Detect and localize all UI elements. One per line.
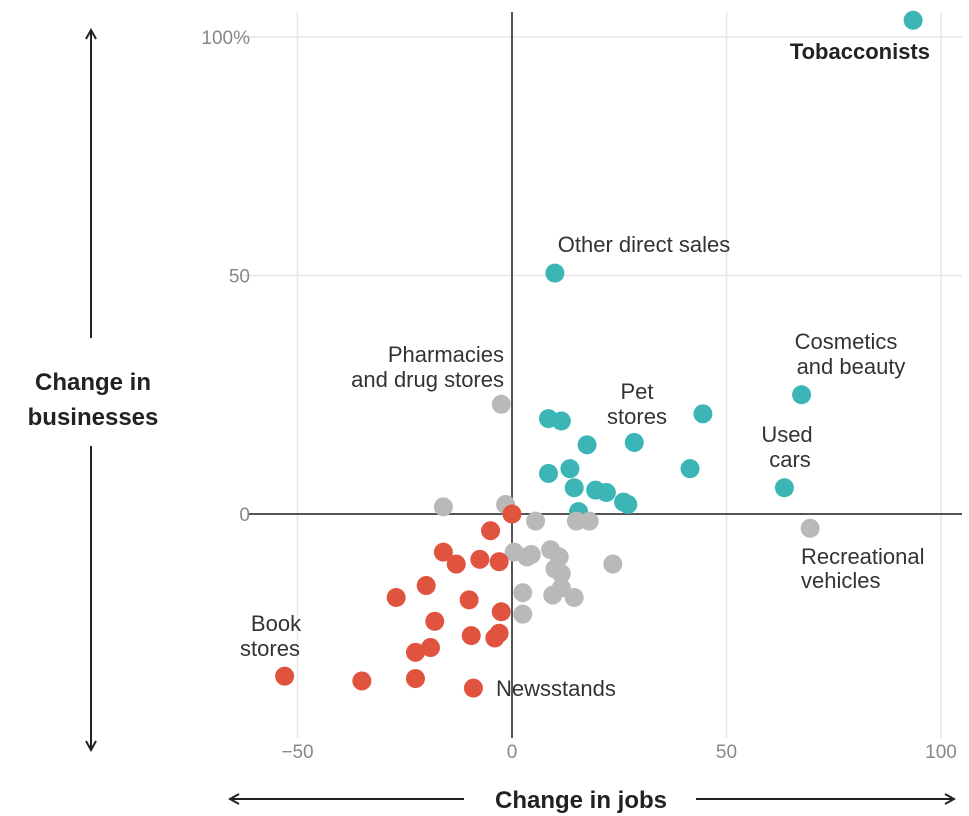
data-point-decline xyxy=(275,666,295,686)
x-tick-label: 0 xyxy=(507,742,518,763)
annotations: Tobacconists Other direct sales Pharmaci… xyxy=(240,39,930,701)
data-point-decline xyxy=(459,590,479,610)
data-point-neutral xyxy=(551,564,571,584)
annotation-pharmacies-line1: Pharmacies xyxy=(388,342,504,367)
data-point-decline xyxy=(481,521,501,541)
data-point-growth xyxy=(577,435,597,455)
annotation-pet-line1: Pet xyxy=(620,379,653,404)
annotation-used-cars-line2: cars xyxy=(769,447,811,472)
annotation-book-stores-line1: Book xyxy=(251,611,302,636)
x-tick-label: −50 xyxy=(281,742,313,763)
data-point-neutral xyxy=(513,583,533,603)
data-point-neutral xyxy=(491,394,511,414)
data-point-decline xyxy=(433,542,453,562)
data-point-decline xyxy=(420,638,440,658)
annotation-recreational-line1: Recreational xyxy=(801,544,925,569)
annotation-newsstands: Newsstands xyxy=(496,676,616,701)
data-point-neutral xyxy=(521,545,541,565)
data-point-growth xyxy=(792,385,812,405)
data-point-decline xyxy=(463,678,483,698)
data-point-growth xyxy=(551,411,571,431)
data-point-decline xyxy=(405,642,425,662)
data-point-decline xyxy=(405,669,425,689)
data-point-decline xyxy=(352,671,372,691)
data-point-growth xyxy=(538,463,558,483)
y-axis-title-group: Change in businesses xyxy=(28,30,159,750)
data-point-decline xyxy=(416,576,436,596)
annotation-book-stores-line2: stores xyxy=(240,636,300,661)
data-point-decline xyxy=(470,549,490,569)
data-point-growth xyxy=(618,494,638,514)
data-point-neutral xyxy=(543,585,563,605)
data-point-neutral xyxy=(564,587,584,607)
y-axis-title-line1: Change in xyxy=(35,369,151,396)
annotation-recreational-line2: vehicles xyxy=(801,568,880,593)
tick-labels: −50 0 50 100 0 50 100% xyxy=(201,28,956,763)
y-tick-label: 100% xyxy=(201,28,250,49)
data-point-decline xyxy=(446,554,466,574)
x-axis-title: Change in jobs xyxy=(495,787,667,814)
data-point-neutral xyxy=(433,497,453,517)
annotation-cosmetics-line2: and beauty xyxy=(797,354,906,379)
data-point-neutral xyxy=(579,511,599,531)
annotation-tobacconists: Tobacconists xyxy=(790,39,930,64)
data-point-neutral xyxy=(603,554,623,574)
grid-lines xyxy=(240,12,962,738)
data-point-neutral xyxy=(526,511,546,531)
data-point-growth xyxy=(774,478,794,498)
data-point-decline xyxy=(485,628,505,648)
data-point-decline xyxy=(502,504,522,524)
data-point-decline xyxy=(489,552,509,572)
zero-axes xyxy=(248,12,962,738)
data-point-decline xyxy=(386,587,406,607)
data-point-growth xyxy=(545,263,565,283)
data-point-decline xyxy=(461,626,481,646)
annotation-used-cars-line1: Used xyxy=(761,422,812,447)
annotation-cosmetics-line1: Cosmetics xyxy=(795,329,898,354)
x-tick-label: 50 xyxy=(716,742,737,763)
annotation-pet-line2: stores xyxy=(607,404,667,429)
x-axis-title-group: Change in jobs xyxy=(230,787,954,814)
data-point-growth xyxy=(903,10,923,30)
x-tick-label: 100 xyxy=(925,742,957,763)
data-point-growth xyxy=(564,478,584,498)
data-point-growth xyxy=(693,404,713,424)
data-point-decline xyxy=(425,611,445,631)
data-point-growth xyxy=(596,483,616,503)
data-point-growth xyxy=(680,459,700,479)
data-point-neutral xyxy=(800,518,820,538)
data-point-growth xyxy=(624,432,644,452)
data-point-growth xyxy=(560,459,580,479)
y-axis-title-line2: businesses xyxy=(28,404,159,431)
data-points xyxy=(275,10,923,698)
data-point-neutral xyxy=(513,604,533,624)
annotation-other-direct-sales: Other direct sales xyxy=(558,232,730,257)
annotation-pharmacies-line2: and drug stores xyxy=(351,367,504,392)
y-tick-label: 0 xyxy=(239,505,250,526)
data-point-decline xyxy=(491,602,511,622)
y-tick-label: 50 xyxy=(229,267,250,288)
